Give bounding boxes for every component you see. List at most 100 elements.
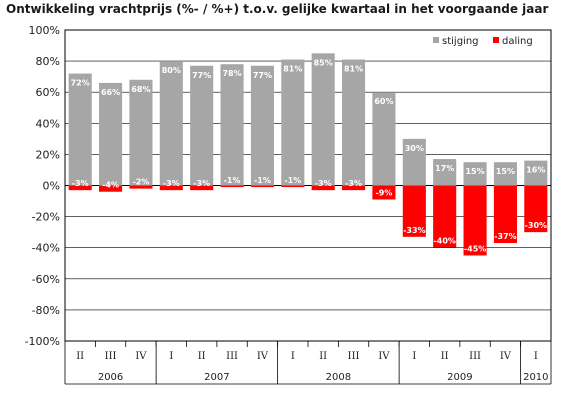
x-tick-label: IV [257, 351, 269, 362]
y-axis: 100% 80% 60% 40% 20% 0% -20% -40% -60% -80% -100% [25, 24, 60, 348]
chart-title: Ontwikkeling vrachtprijs (%- / %+) t.o.v… [6, 2, 549, 16]
bar-stijging [402, 138, 426, 186]
bar-daling [159, 185, 183, 191]
data-label-stijging: 68% [131, 85, 150, 94]
group-label: 2006 [98, 372, 123, 383]
bar-daling [524, 185, 548, 233]
data-label-daling: -3% [72, 179, 89, 188]
data-label-stijging: 81% [283, 65, 302, 74]
bar-stijging [190, 65, 214, 186]
bars [68, 53, 548, 256]
data-label-daling: -1% [224, 176, 241, 185]
bar-daling [402, 185, 426, 237]
y-tick-label: -80% [32, 304, 60, 317]
bar-daling [493, 185, 517, 244]
bar-stijging [68, 73, 92, 186]
bar-stijging [524, 160, 548, 186]
bar-daling [372, 185, 396, 200]
data-label-daling: -45% [464, 244, 486, 253]
data-label-daling: -33% [403, 226, 425, 235]
bar-stijging [220, 64, 244, 186]
bar-daling [433, 185, 457, 248]
bar-stijging [493, 162, 517, 186]
y-tick-label: -20% [32, 211, 60, 224]
bar-stijging [99, 82, 123, 186]
bar-stijging [311, 53, 335, 186]
bar-daling [342, 185, 366, 191]
x-tick-label: I [291, 351, 295, 362]
bar-daling [250, 185, 274, 188]
legend-swatch-daling [493, 37, 499, 43]
x-tick-label: I [412, 351, 416, 362]
data-label-stijging: 16% [526, 166, 545, 175]
data-label-stijging: 72% [71, 79, 90, 88]
data-label-stijging: 81% [344, 65, 363, 74]
data-label-stijging: 80% [162, 66, 181, 75]
legend: stijging daling [433, 36, 533, 47]
x-tick-label: I [534, 351, 538, 362]
bar-stijging [129, 79, 153, 186]
bar-daling [220, 185, 244, 188]
data-label-stijging: 66% [101, 88, 120, 97]
data-label-daling: -3% [345, 179, 362, 188]
x-tick-label: III [226, 351, 238, 362]
data-label-stijging: 85% [314, 58, 333, 67]
bar-daling [68, 185, 92, 191]
x-tick-label: II [441, 351, 449, 362]
data-label-daling: -4% [102, 181, 119, 190]
data-label-stijging: 30% [405, 144, 424, 153]
x-tick-label: III [105, 351, 117, 362]
y-tick-label: 80% [36, 55, 60, 68]
x-tick-label: II [76, 351, 84, 362]
bar-stijging [250, 65, 274, 186]
y-tick-label: 0% [43, 180, 60, 193]
data-label-stijging: 15% [496, 167, 515, 176]
data-label-stijging: 77% [192, 71, 211, 80]
bar-stijging [433, 159, 457, 186]
data-label-stijging: 60% [374, 97, 393, 106]
data-label-daling: -40% [433, 237, 455, 246]
legend-label-daling: daling [502, 36, 533, 47]
data-label-stijging: 17% [435, 164, 454, 173]
data-label-daling: -3% [193, 179, 210, 188]
bar-daling [281, 185, 305, 188]
bar-daling [129, 185, 153, 189]
data-label-stijging: 15% [465, 167, 484, 176]
y-tick-label: -40% [32, 242, 60, 255]
data-label-daling: -2% [132, 178, 149, 187]
data-label-daling: -3% [163, 179, 180, 188]
x-tick-label: IV [135, 351, 147, 362]
x-tick-label: IV [378, 351, 390, 362]
data-label-stijging: 77% [253, 71, 272, 80]
data-label-daling: -9% [375, 188, 392, 197]
x-tick-label: III [348, 351, 360, 362]
x-tick-label: II [198, 351, 206, 362]
y-tick-label: 20% [36, 148, 60, 161]
bar-daling [463, 185, 487, 256]
x-tick-label: II [319, 351, 327, 362]
bar-daling [311, 185, 335, 191]
group-label: 2010 [523, 372, 548, 383]
legend-label-stijging: stijging [442, 36, 479, 47]
value-labels: 72% 66% 68% 80% 77% 78% 77% 81% 85% 81% 60% 30% 17% 1… [71, 58, 547, 253]
bar-stijging [281, 59, 305, 186]
y-tick-label: 60% [36, 86, 60, 99]
legend-swatch-stijging [433, 37, 439, 43]
data-label-daling: -30% [525, 221, 547, 230]
bar-stijging [342, 59, 366, 186]
y-tick-label: 40% [36, 117, 60, 130]
bar-stijging [159, 61, 183, 186]
data-label-stijging: 78% [222, 69, 241, 78]
y-tick-label: -60% [32, 273, 60, 286]
y-tick-label: 100% [29, 24, 60, 37]
bar-daling [99, 185, 123, 192]
data-label-daling: -1% [284, 176, 301, 185]
group-label: 2008 [326, 372, 351, 383]
x-tick-label: I [169, 351, 173, 362]
bar-stijging [372, 92, 396, 186]
x-tick-label: IV [500, 351, 512, 362]
data-label-daling: -37% [494, 232, 516, 241]
group-label: 2009 [447, 372, 472, 383]
